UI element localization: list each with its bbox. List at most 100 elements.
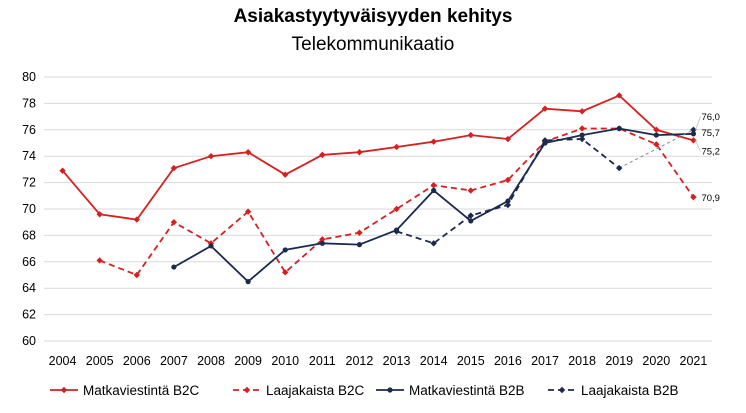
data-point [467, 212, 474, 219]
x-tick-label: 2004 [49, 354, 77, 368]
legend-marker [243, 386, 251, 394]
data-label: 75,2 [701, 146, 720, 157]
x-tick-label: 2021 [680, 354, 708, 368]
series-line [173, 127, 694, 283]
data-point [690, 126, 697, 133]
data-point [653, 132, 659, 138]
data-point [504, 135, 512, 143]
data-point [430, 182, 437, 189]
chart-subtitle: Telekommunikaatio [291, 34, 455, 55]
x-tick-label: 2006 [123, 354, 151, 368]
series-line [61, 94, 694, 221]
x-tick-label: 2014 [420, 354, 448, 368]
data-point [207, 153, 215, 160]
data-point [133, 216, 140, 223]
legend-marker [60, 386, 68, 394]
y-tick-label: 72 [22, 176, 36, 190]
x-tick-label: 2009 [234, 354, 262, 368]
data-point [690, 193, 697, 201]
x-tick-label: 2015 [457, 354, 485, 368]
data-point [319, 236, 326, 243]
data-point [504, 201, 512, 209]
x-tick-label: 2019 [605, 354, 633, 368]
legend-label: Matkaviestintä B2C [83, 383, 200, 398]
label-leader [695, 116, 701, 130]
y-tick-label: 76 [22, 123, 36, 137]
data-point [541, 137, 549, 144]
legend-label: Matkaviestintä B2B [409, 383, 525, 398]
x-tick-label: 2016 [494, 354, 522, 368]
data-point [171, 264, 177, 270]
y-tick-label: 80 [22, 70, 36, 84]
data-point [282, 247, 288, 253]
y-tick-label: 60 [22, 334, 36, 348]
data-point [208, 243, 214, 249]
x-tick-label: 2005 [86, 354, 114, 368]
data-point [578, 108, 586, 115]
data-point [578, 135, 586, 143]
chart-title: Asiakastyytyväisyyden kehitys [233, 6, 513, 27]
x-tick-label: 2010 [271, 354, 299, 368]
data-point [245, 279, 251, 285]
data-point [356, 149, 363, 156]
x-tick-label: 2008 [197, 354, 225, 368]
data-point [578, 125, 586, 132]
data-point [504, 176, 512, 184]
legend-marker [558, 386, 566, 394]
data-point [579, 132, 585, 138]
y-tick-label: 70 [22, 202, 36, 216]
y-tick-label: 78 [22, 96, 36, 110]
data-point [467, 187, 474, 194]
data-point [282, 269, 289, 276]
y-tick-label: 64 [22, 281, 36, 295]
data-point [690, 131, 697, 137]
data-point [505, 198, 511, 204]
data-label: 75,7 [701, 128, 720, 139]
data-point [319, 151, 326, 159]
y-tick-label: 68 [22, 228, 36, 242]
data-point [282, 171, 289, 178]
data-point [430, 240, 437, 247]
data-point [244, 208, 252, 215]
data-point [616, 92, 623, 99]
data-point [468, 218, 474, 224]
data-point [616, 164, 623, 172]
legend-label: Laajakaista B2B [581, 383, 679, 398]
data-point [133, 271, 140, 279]
data-point [170, 219, 178, 226]
x-tick-label: 2018 [568, 354, 596, 368]
data-point [430, 138, 437, 145]
series-line [99, 127, 695, 277]
x-tick-label: 2013 [383, 354, 411, 368]
data-point [393, 143, 400, 151]
x-tick-label: 2020 [642, 354, 670, 368]
x-tick-label: 2017 [531, 354, 559, 368]
data-point [690, 137, 697, 144]
data-point [393, 205, 400, 213]
legend-marker [387, 387, 393, 393]
x-tick-label: 2007 [160, 354, 188, 368]
x-tick-label: 2011 [309, 354, 336, 368]
legend-label: Laajakaista B2C [266, 383, 365, 398]
data-point [616, 125, 622, 132]
x-tick-label: 2012 [346, 354, 374, 368]
data-point [356, 229, 363, 236]
data-point [541, 105, 549, 112]
y-tick-label: 74 [22, 149, 36, 163]
data-label: 70,9 [701, 193, 720, 204]
data-point [653, 141, 660, 148]
data-point [431, 187, 437, 194]
data-point [244, 149, 252, 156]
data-point [653, 126, 660, 133]
y-tick-label: 62 [22, 308, 36, 322]
series-gap-line [618, 129, 694, 169]
label-leader [695, 140, 701, 152]
data-point [319, 240, 325, 246]
data-point [356, 242, 363, 248]
data-point [96, 257, 103, 264]
data-point [393, 228, 400, 235]
data-point [467, 131, 474, 139]
y-tick-label: 66 [22, 255, 36, 269]
